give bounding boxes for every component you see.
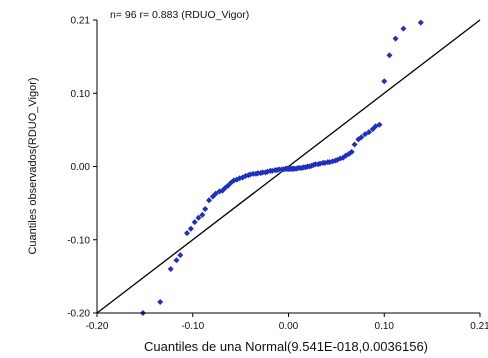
data-point: [167, 266, 174, 273]
x-tick-label: -0.10: [181, 321, 204, 332]
y-tick-label: -0.20: [67, 309, 90, 320]
data-point: [365, 129, 372, 136]
plot-area: [96, 19, 481, 316]
data-point: [184, 230, 191, 237]
data-point: [376, 121, 383, 128]
data-point: [191, 219, 198, 226]
data-point: [400, 25, 407, 32]
data-point: [348, 148, 355, 155]
data-point: [358, 134, 365, 141]
data-point: [392, 35, 399, 42]
data-point: [177, 252, 184, 259]
chart-title: n= 96 r= 0.883 (RDUO_Vigor): [110, 9, 249, 21]
data-point: [417, 19, 424, 26]
data-point: [206, 197, 213, 204]
x-axis-title: Cuantiles de una Normal(9.541E-018,0.003…: [144, 339, 428, 354]
x-tick-label: 0.00: [279, 321, 299, 332]
y-tick-label: 0.10: [71, 89, 91, 100]
data-point: [381, 78, 388, 85]
x-tick-label: 0.21: [470, 321, 488, 332]
y-tick-label: 0.00: [71, 162, 91, 173]
data-point: [199, 211, 206, 218]
data-point: [351, 141, 358, 148]
y-tick-label: -0.10: [67, 235, 90, 246]
data-point: [173, 257, 180, 264]
y-axis-title: Cuantiles observados(RDUO_Vigor): [27, 77, 39, 254]
data-point: [212, 190, 219, 197]
data-point: [362, 131, 369, 138]
data-point: [157, 299, 164, 306]
axes: -0.20 -0.10 0.00 0.10 0.21 -0.20 -0.10 0.00 0.10…: [67, 16, 488, 333]
y-tick-label: 0.21: [71, 16, 91, 27]
x-tick-label: 0.10: [375, 321, 395, 332]
data-point: [202, 205, 209, 212]
data-point: [386, 52, 393, 59]
x-tick-label: -0.20: [86, 321, 109, 332]
data-point: [195, 214, 202, 221]
data-point: [187, 225, 194, 232]
